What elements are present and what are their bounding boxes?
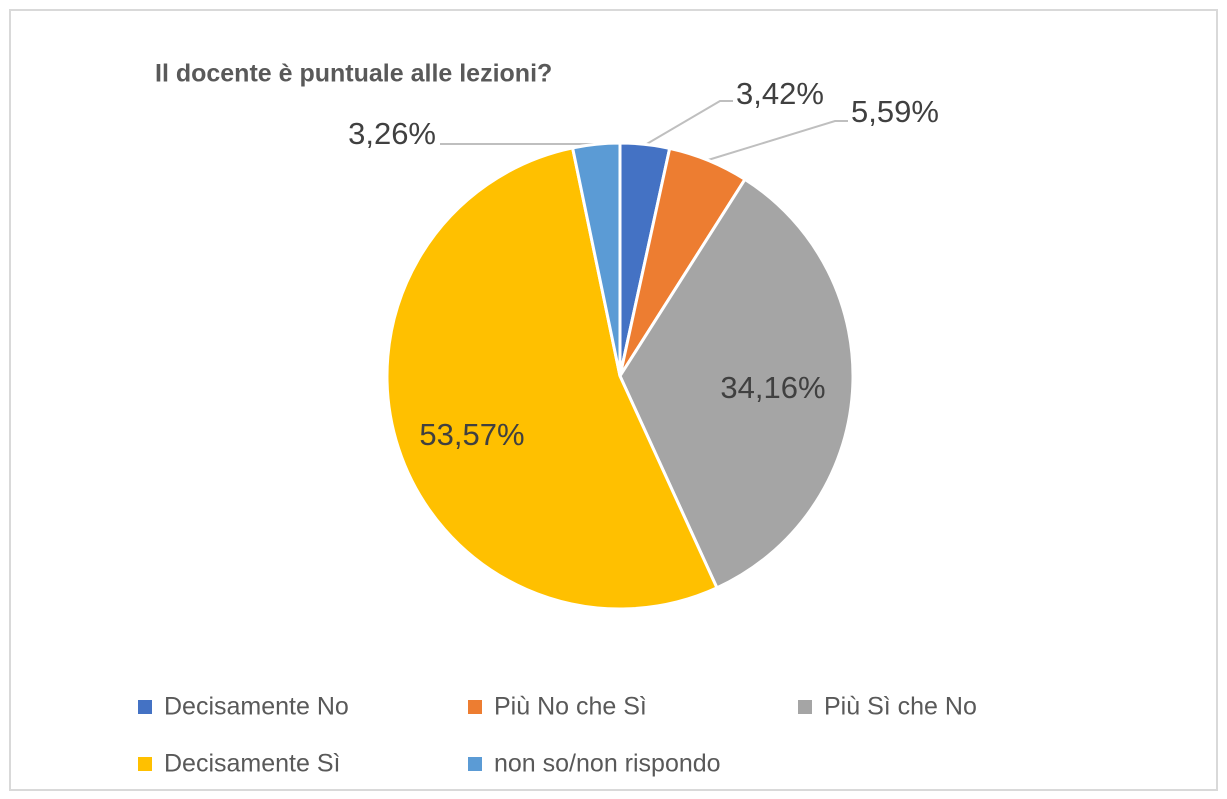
- legend-swatch: [138, 757, 152, 771]
- leader-line: [707, 120, 848, 161]
- data-label: 3,26%: [348, 116, 436, 151]
- data-label: 3,42%: [736, 76, 824, 111]
- data-label: 34,16%: [720, 370, 825, 405]
- chart-title: Il docente è puntuale alle lezioni?: [155, 60, 552, 88]
- legend-label: Decisamente Sì: [164, 750, 340, 778]
- pie-slice: [618, 177, 855, 590]
- legend-label: Più Sì che No: [824, 693, 977, 721]
- pie-slice: [385, 146, 719, 611]
- legend-swatch: [468, 700, 482, 714]
- legend-label: Più No che Sì: [494, 693, 647, 721]
- legend-swatch: [468, 757, 482, 771]
- legend-swatch: [138, 700, 152, 714]
- legend-swatch: [798, 700, 812, 714]
- leader-line: [644, 100, 733, 146]
- legend-label: Decisamente No: [164, 693, 349, 721]
- data-label: 53,57%: [419, 417, 524, 452]
- data-label: 5,59%: [851, 94, 939, 129]
- legend-label: non so/non rispondo: [494, 750, 721, 778]
- pie-slice: [570, 141, 622, 377]
